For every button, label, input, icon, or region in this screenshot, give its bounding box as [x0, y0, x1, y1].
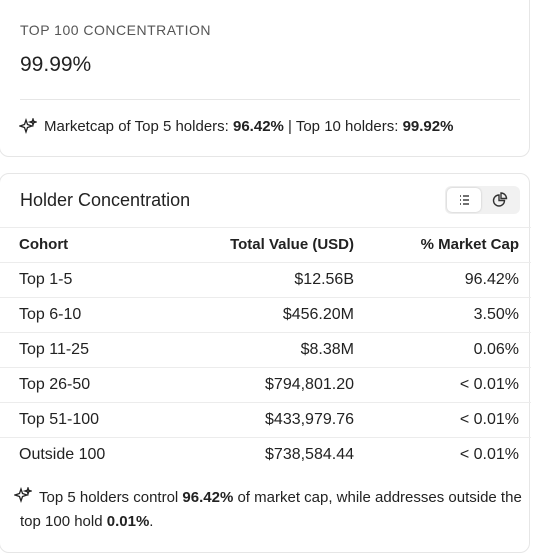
total-value: $738,584.44 [265, 446, 354, 463]
divider [20, 99, 520, 100]
footnote-text: of market cap, while addresses outside t… [20, 489, 522, 530]
footnote-text: Top 5 holders control [39, 489, 183, 506]
market-cap-share: 3.50% [473, 306, 519, 323]
cohort: Top 26-50 [19, 376, 91, 393]
sparkle-icon [19, 118, 37, 135]
note-value: 99.92% [402, 118, 454, 135]
table-title: Holder Concentration [20, 190, 191, 210]
summary-note: Marketcap of Top 5 holders: 96.42% | Top… [44, 118, 453, 135]
list-view-button[interactable] [447, 188, 481, 212]
total-value: $8.38M [300, 341, 354, 358]
column-header: Total Value (USD) [230, 236, 354, 253]
view-toggle [445, 186, 520, 214]
market-cap-share: < 0.01% [459, 376, 519, 393]
total-value: $456.20M [282, 306, 354, 323]
sparkle-icon [14, 487, 32, 504]
column-header: % Market Cap [420, 236, 519, 253]
note-value: 96.42% [233, 118, 284, 135]
cohort: Outside 100 [19, 446, 106, 463]
note-text: | Top 10 holders: [283, 118, 403, 135]
table-row: Top 1-5 $12.56B 96.42% [0, 262, 531, 297]
summary-value: 99.99% [20, 53, 92, 76]
column-header: Cohort [19, 236, 69, 253]
summary-card: TOP 100 CONCENTRATION 99.99% Marketcap o… [0, 0, 530, 157]
note-text: Marketcap of Top 5 holders: [44, 118, 233, 135]
total-value: $12.56B [294, 271, 354, 288]
summary-label: TOP 100 CONCENTRATION [20, 22, 211, 38]
chart-view-button[interactable] [483, 188, 517, 212]
footnote-text: . [149, 513, 154, 530]
table-row: Outside 100 $738,584.44 < 0.01% [0, 437, 531, 472]
list-icon [460, 195, 469, 205]
market-cap-share: < 0.01% [459, 446, 519, 463]
pie-icon [492, 192, 508, 207]
header-row: Cohort Total Value (USD) % Market Cap [0, 227, 531, 262]
footnote-value: 96.42% [182, 489, 234, 506]
footnote: Top 5 holders control 96.42% of market c… [20, 486, 530, 534]
total-value: $794,801.20 [265, 376, 354, 393]
market-cap-share: 96.42% [464, 271, 519, 288]
cohort: Top 11-25 [19, 341, 89, 358]
table-row: Top 11-25 $8.38M 0.06% [0, 332, 531, 367]
table-row: Top 26-50 $794,801.20 < 0.01% [0, 367, 531, 402]
market-cap-share: < 0.01% [459, 411, 519, 428]
total-value: $433,979.76 [265, 411, 354, 428]
table-row: Top 51-100 $433,979.76 < 0.01% [0, 402, 531, 437]
table-row: Top 6-10 $456.20M 3.50% [0, 297, 531, 332]
cohort: Top 1-5 [19, 271, 73, 288]
table-card: Holder Concentration Cohort Total Value (… [0, 173, 531, 553]
market-cap-share: 0.06% [473, 341, 519, 358]
cohort: Top 51-100 [19, 411, 100, 428]
cohort: Top 6-10 [19, 306, 82, 323]
footnote-value: 0.01% [106, 513, 150, 530]
